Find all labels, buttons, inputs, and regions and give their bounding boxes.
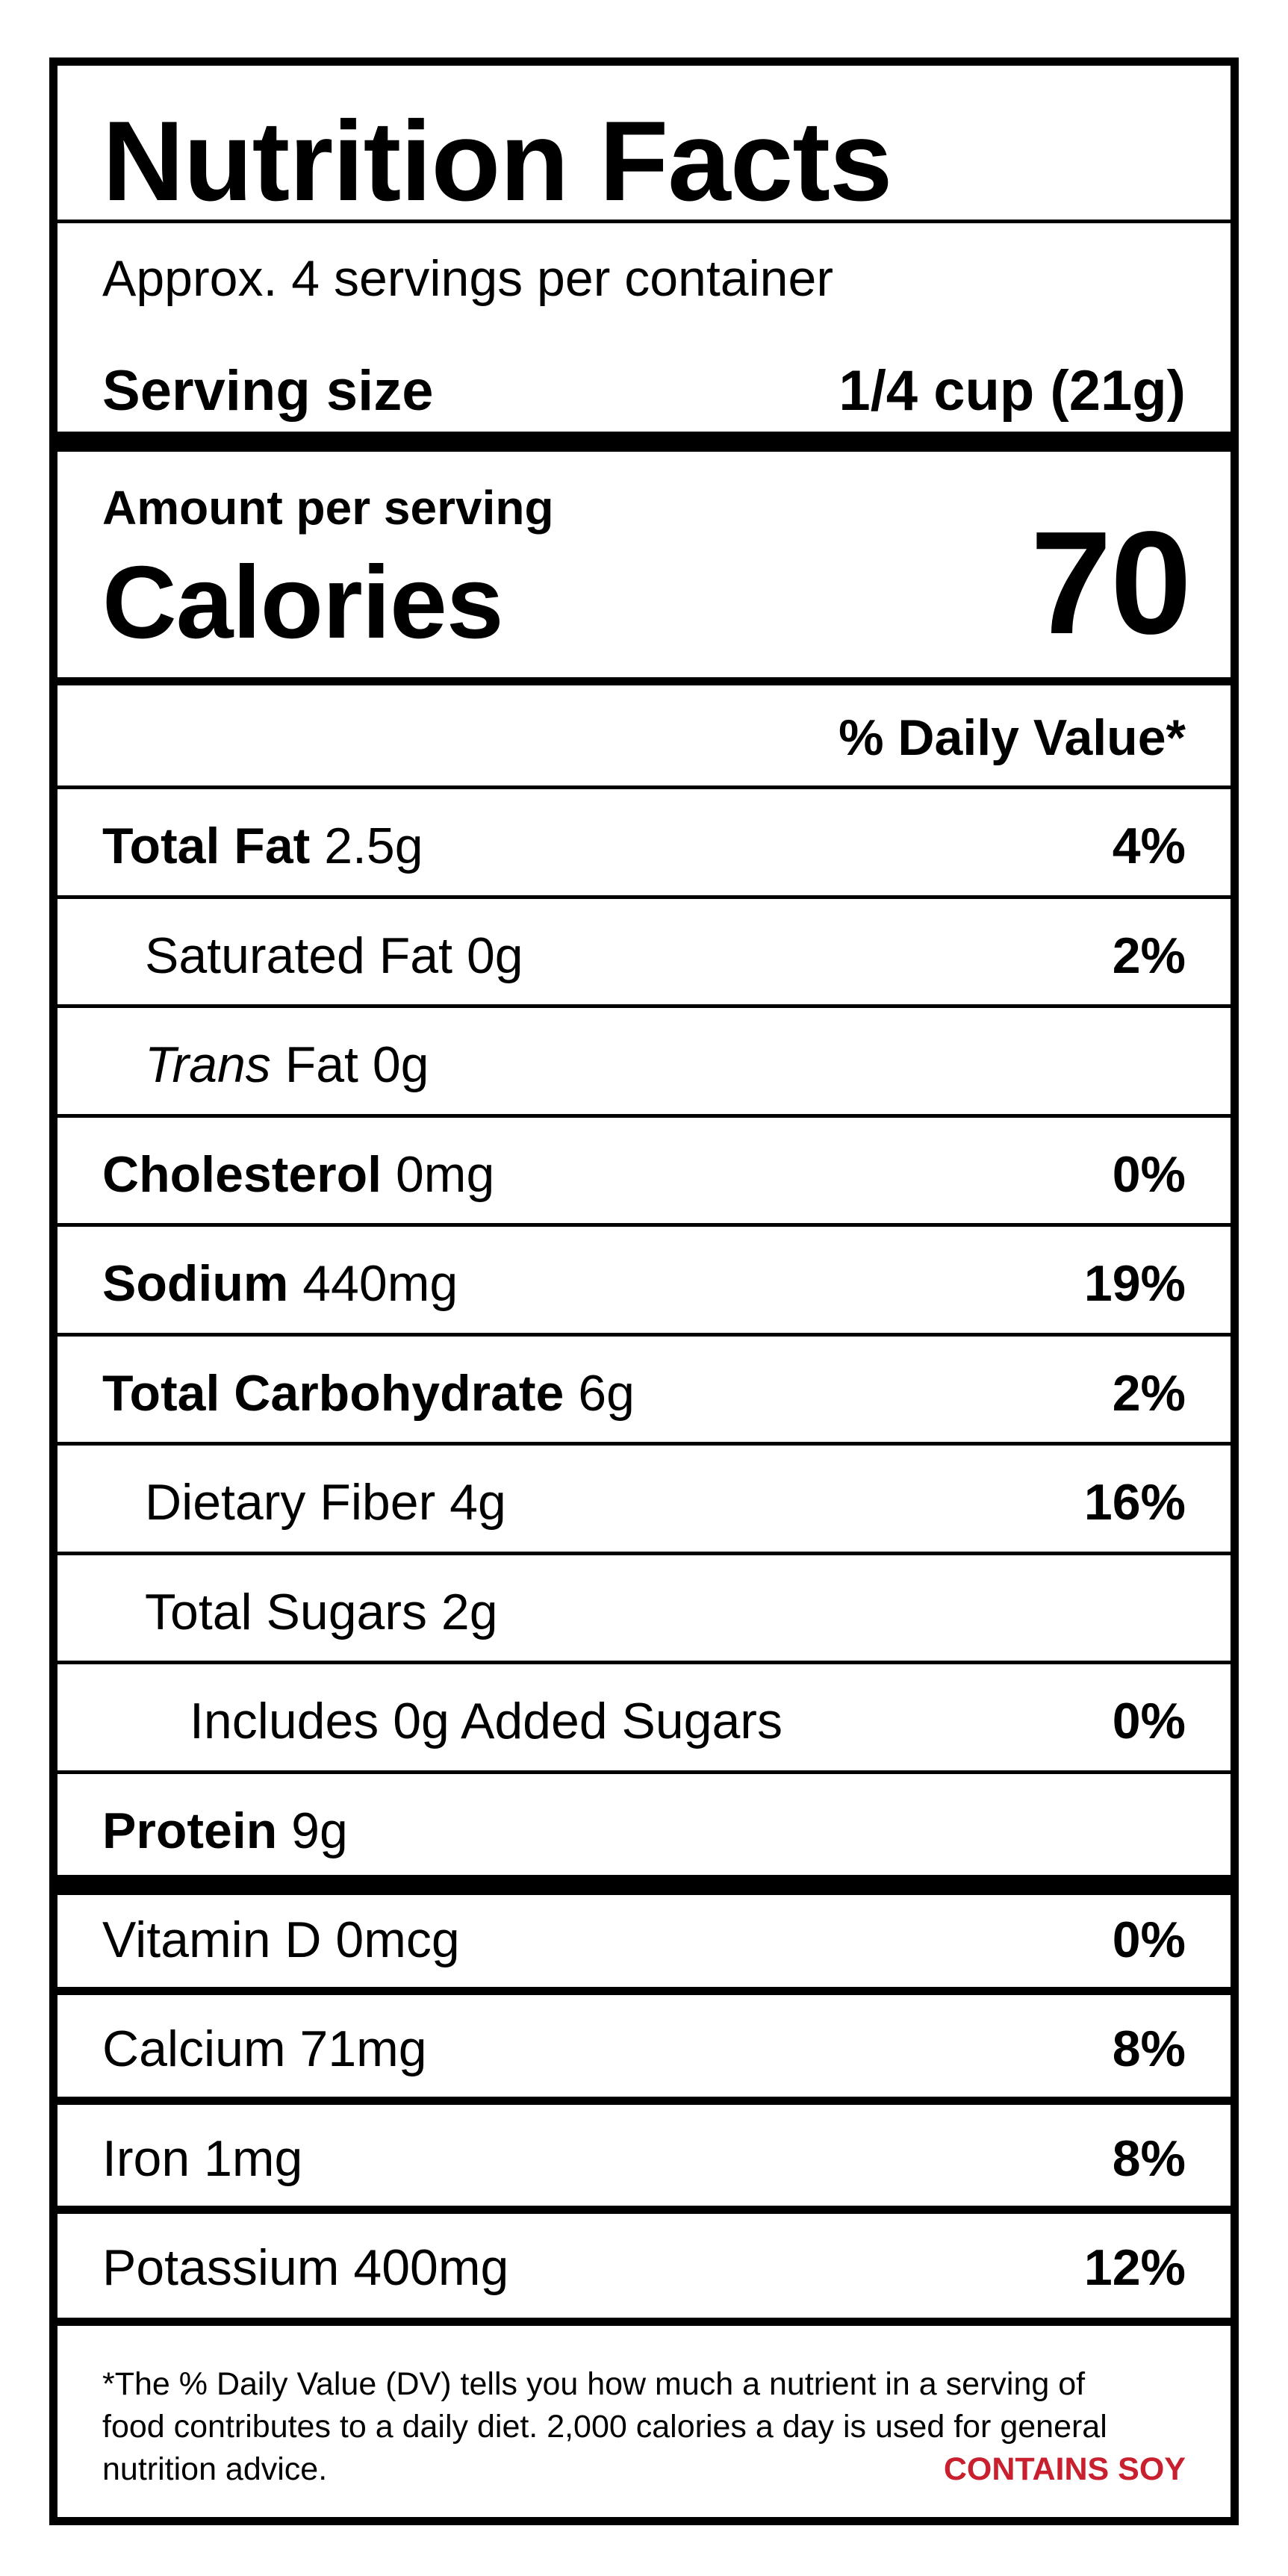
vitamin-row-potassium: Potassium 400mg 12% <box>57 2211 1231 2320</box>
nutrient-row-cholesterol: Cholesterol 0mg 0% <box>57 1118 1231 1227</box>
divider <box>57 1770 1231 1774</box>
nutrient-name: Total Fat 2.5g <box>102 818 423 874</box>
nutrient-name: Total Sugars 2g <box>145 1584 498 1640</box>
nutrient-name: Includes 0g Added Sugars <box>190 1693 783 1749</box>
footnote-line: *The % Daily Value (DV) tells you how mu… <box>102 2366 1086 2402</box>
nutrient-daily-value: 0% <box>1112 1146 1186 1203</box>
nutrient-name: Sodium 440mg <box>102 1255 458 1312</box>
calories-label: Calories <box>102 545 504 660</box>
daily-value-header: % Daily Value* <box>839 709 1186 766</box>
serving-size-label: Serving size <box>102 359 434 423</box>
medium-divider <box>57 2206 1231 2214</box>
nutrient-row-trans-fat: Trans Fat 0g <box>57 1008 1231 1117</box>
vitamin-name: Calcium 71mg <box>102 2020 427 2077</box>
vitamin-row-vitamin-d: Vitamin D 0mcg 0% <box>57 1883 1231 1992</box>
nutrient-daily-value: 19% <box>1083 1255 1186 1312</box>
nutrient-row-total-carbohydrate: Total Carbohydrate 6g 2% <box>57 1337 1231 1446</box>
vitamin-name: Iron 1mg <box>102 2130 303 2187</box>
nutrient-daily-value: 0% <box>1112 1693 1186 1749</box>
nutrient-daily-value: 4% <box>1112 818 1186 874</box>
nutrient-name: Cholesterol 0mg <box>102 1146 495 1203</box>
nutrient-row-dietary-fiber: Dietary Fiber 4g 16% <box>57 1446 1231 1555</box>
divider <box>57 1661 1231 1664</box>
nutrient-row-sodium: Sodium 440mg 19% <box>57 1227 1231 1336</box>
divider <box>57 1442 1231 1446</box>
nutrient-name: Trans Fat 0g <box>145 1036 429 1093</box>
amount-per-serving: Amount per serving <box>102 481 554 535</box>
divider <box>57 1004 1231 1008</box>
calories-value: 70 <box>1030 501 1192 665</box>
thick-divider <box>57 1875 1231 1895</box>
footnote-line: nutrition advice. <box>102 2451 328 2487</box>
divider <box>57 895 1231 899</box>
thick-divider <box>57 432 1231 452</box>
nutrition-facts-label: Nutrition Facts Approx. 4 servings per c… <box>49 57 1239 2525</box>
servings-per-container: Approx. 4 servings per container <box>102 250 833 307</box>
medium-divider <box>57 1987 1231 1995</box>
divider <box>57 1333 1231 1337</box>
nutrient-daily-value: 2% <box>1112 1365 1186 1422</box>
vitamin-daily-value: 8% <box>1112 2020 1186 2077</box>
nutrient-row-total-fat: Total Fat 2.5g 4% <box>57 789 1231 898</box>
nutrient-row-protein: Protein 9g <box>57 1774 1231 1883</box>
nutrient-row-saturated-fat: Saturated Fat 0g 2% <box>57 899 1231 1008</box>
nutrient-name: Protein 9g <box>102 1802 348 1859</box>
vitamin-row-calcium: Calcium 71mg 8% <box>57 1992 1231 2101</box>
daily-value-footnote: *The % Daily Value (DV) tells you how mu… <box>102 2363 1207 2491</box>
vitamin-daily-value: 8% <box>1112 2130 1186 2187</box>
vitamin-name: Potassium 400mg <box>102 2239 509 2296</box>
divider <box>57 1552 1231 1555</box>
vitamin-name: Vitamin D 0mcg <box>102 1911 460 1968</box>
medium-divider <box>57 2097 1231 2105</box>
divider <box>57 220 1231 223</box>
divider <box>57 1223 1231 1227</box>
medium-divider <box>57 2318 1231 2326</box>
nutrient-row-added-sugars: Includes 0g Added Sugars 0% <box>57 1664 1231 1773</box>
nutrient-name: Dietary Fiber 4g <box>145 1474 506 1531</box>
medium-divider <box>57 677 1231 685</box>
vitamin-row-iron: Iron 1mg 8% <box>57 2102 1231 2211</box>
nutrient-daily-value: 16% <box>1083 1474 1186 1531</box>
nutrient-daily-value: 2% <box>1112 927 1186 984</box>
divider <box>57 785 1231 789</box>
footnote-line: food contributes to a daily diet. 2,000 … <box>102 2409 1107 2445</box>
allergen-statement: CONTAINS SOY <box>943 2451 1186 2487</box>
nutrient-row-total-sugars: Total Sugars 2g <box>57 1555 1231 1664</box>
nutrient-name: Saturated Fat 0g <box>145 927 523 984</box>
vitamin-daily-value: 12% <box>1083 2239 1186 2296</box>
vitamin-daily-value: 0% <box>1112 1911 1186 1968</box>
divider <box>57 1114 1231 1118</box>
serving-size-value: 1/4 cup (21g) <box>839 359 1186 423</box>
label-title: Nutrition Facts <box>102 98 892 225</box>
nutrient-name: Total Carbohydrate 6g <box>102 1365 635 1422</box>
